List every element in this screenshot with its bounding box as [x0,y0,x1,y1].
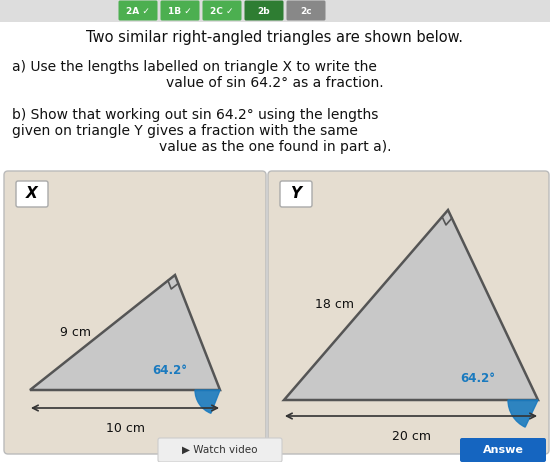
Text: 64.2°: 64.2° [152,364,188,377]
Text: 64.2°: 64.2° [460,371,496,384]
FancyBboxPatch shape [202,0,241,20]
Text: 9 cm: 9 cm [59,326,91,339]
Text: value of sin 64.2° as a fraction.: value of sin 64.2° as a fraction. [166,76,384,90]
FancyBboxPatch shape [4,171,266,454]
Text: b) Show that working out sin 64.2° using the lengths: b) Show that working out sin 64.2° using… [12,108,378,122]
Text: Answe: Answe [482,445,524,455]
Text: X: X [26,187,38,201]
Text: given on triangle Y gives a fraction with the same: given on triangle Y gives a fraction wit… [12,124,358,138]
Text: 10 cm: 10 cm [106,422,145,435]
Text: value as the one found in part a).: value as the one found in part a). [159,140,391,154]
Text: 1B ✓: 1B ✓ [168,6,192,16]
Text: Two similar right-angled triangles are shown below.: Two similar right-angled triangles are s… [86,30,464,45]
Polygon shape [284,210,538,400]
FancyBboxPatch shape [280,181,312,207]
Text: 2b: 2b [258,6,270,16]
FancyBboxPatch shape [245,0,283,20]
FancyBboxPatch shape [268,171,549,454]
Wedge shape [508,400,538,427]
Text: ▶ Watch video: ▶ Watch video [182,445,258,455]
Text: Y: Y [290,187,301,201]
FancyBboxPatch shape [158,438,282,462]
FancyBboxPatch shape [460,438,546,462]
FancyBboxPatch shape [161,0,200,20]
Bar [0,0,550,22]
Text: a) Use the lengths labelled on triangle X to write the: a) Use the lengths labelled on triangle … [12,60,377,74]
Polygon shape [30,275,220,390]
Text: 2C ✓: 2C ✓ [210,6,234,16]
FancyBboxPatch shape [16,181,48,207]
Text: 20 cm: 20 cm [392,430,431,443]
FancyBboxPatch shape [287,0,326,20]
Wedge shape [195,390,220,413]
FancyBboxPatch shape [118,0,157,20]
Text: 2c: 2c [300,6,312,16]
Text: 2A ✓: 2A ✓ [126,6,150,16]
Text: 18 cm: 18 cm [315,298,354,311]
